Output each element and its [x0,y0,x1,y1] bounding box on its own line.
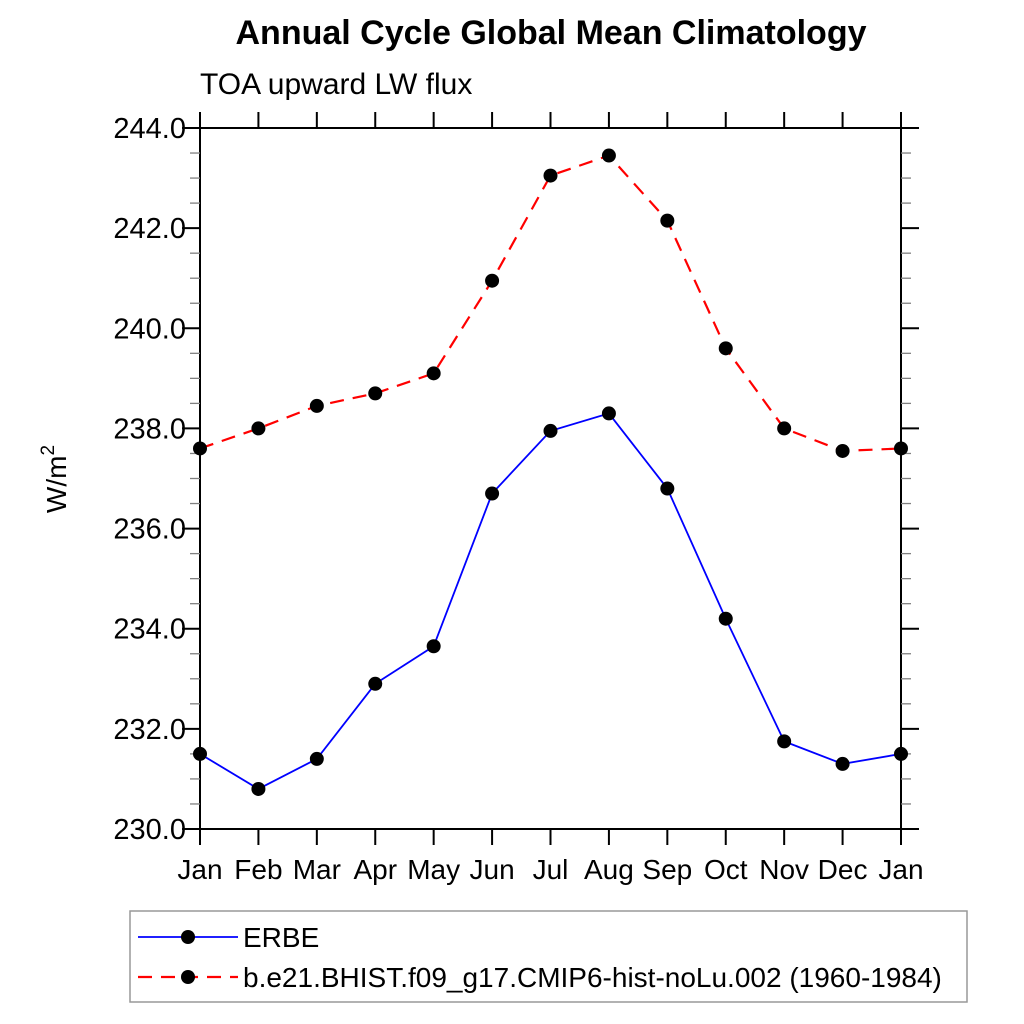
erbe-data-point [309,751,324,766]
erbe-data-point [660,481,675,496]
legend-box [129,910,968,1003]
model-data-point [193,441,207,456]
x-tick-label: Oct [704,854,748,885]
legend-label: ERBE [243,922,319,953]
x-tick-label: Feb [234,854,282,885]
chart-title: Annual Cycle Global Mean Climatology [235,14,867,52]
y-tick-label: 238.0 [113,413,186,445]
x-tick-label: Jan [878,854,923,885]
model-series-line [199,154,902,453]
erbe-data-point [368,676,383,691]
model-data-point [601,148,616,163]
model-data-point [894,441,908,456]
y-tick-label: 240.0 [113,313,186,345]
model-data-point [543,168,558,183]
y-tick-label: 234.0 [113,614,186,646]
erbe-data-point [543,423,558,438]
erbe-data-point [601,406,616,421]
x-tick-label: Dec [818,854,868,885]
x-tick-label: Apr [353,854,397,885]
x-tick-label: Jul [533,854,569,885]
x-tick-label: Nov [759,854,809,885]
x-tick-label: Jan [177,854,222,885]
y-tick-label: 232.0 [113,714,186,746]
model-data-point [835,443,850,458]
x-tick-label: Aug [584,854,634,885]
model-data-point [777,421,792,436]
erbe-series-line [199,412,902,790]
erbe-data-point [485,486,500,501]
model-data-point [485,273,500,288]
legend-label: b.e21.BHIST.f09_g17.CMIP6-hist-noLu.002 … [243,962,942,993]
x-tick-label: Mar [293,854,341,885]
model-data-point [309,398,324,413]
erbe-data-point [426,639,441,654]
erbe-data-point [894,746,908,761]
y-tick-label: 230.0 [113,814,186,846]
x-tick-label: Jun [470,854,515,885]
chart-subtitle: TOA upward LW flux [200,68,473,101]
y-tick-label: 242.0 [113,213,186,245]
model-data-point [368,386,383,401]
y-tick-label: 236.0 [113,514,186,546]
model-data-point [718,341,733,356]
model-data-point [660,213,675,228]
x-tick-label: May [407,854,460,885]
y-tick-label: 244.0 [113,113,186,145]
erbe-data-point [835,756,850,771]
erbe-data-point [193,746,207,761]
erbe-data-point [251,781,266,796]
erbe-data-point [777,734,792,749]
erbe-data-point [718,611,733,626]
model-data-point [426,366,441,381]
model-data-point [251,421,266,436]
legend-sample-marker [181,930,195,944]
x-tick-label: Sep [642,854,692,885]
y-axis-label: W/m2 [38,445,72,513]
legend-sample-marker [181,970,195,984]
